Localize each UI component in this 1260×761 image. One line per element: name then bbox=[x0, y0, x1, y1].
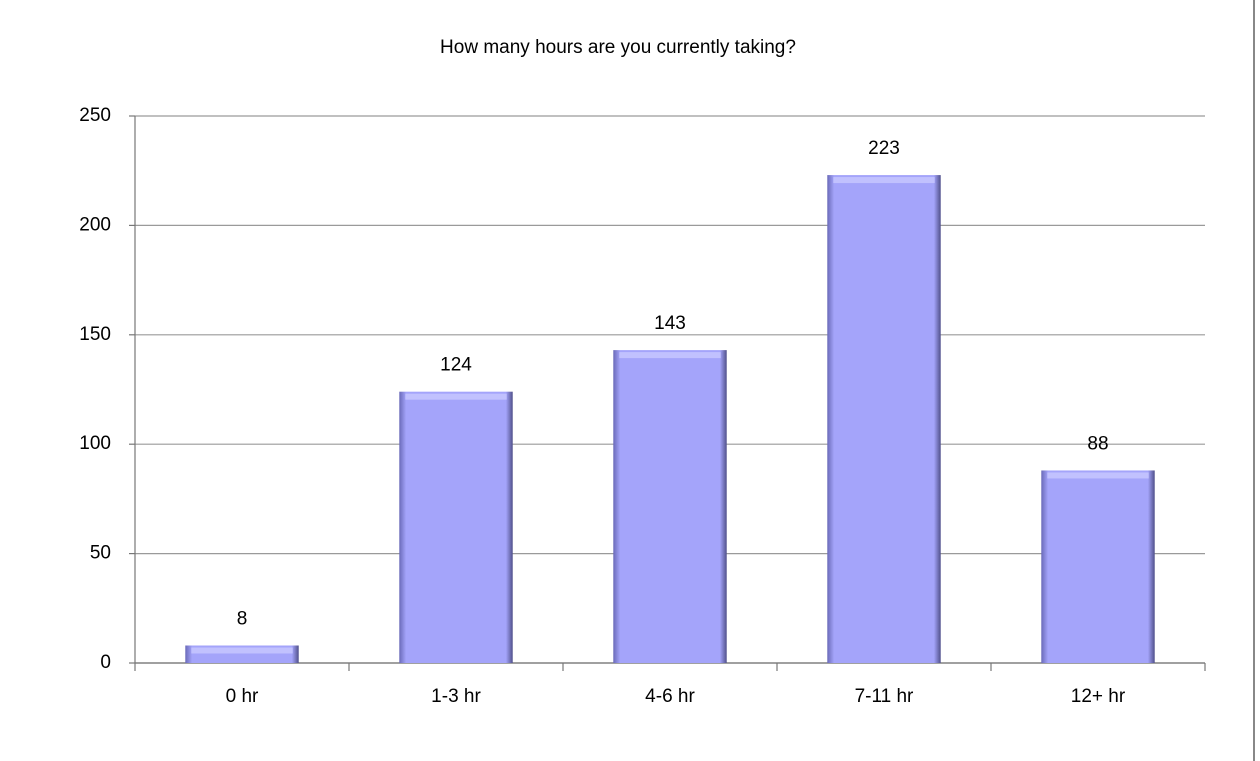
data-label: 223 bbox=[868, 138, 900, 159]
bar bbox=[399, 391, 513, 663]
y-tick-label: 100 bbox=[79, 433, 111, 454]
x-tick-label: 0 hr bbox=[226, 686, 259, 707]
y-tick-label: 250 bbox=[79, 105, 111, 126]
x-tick-label: 4-6 hr bbox=[645, 686, 695, 707]
data-label: 8 bbox=[237, 609, 248, 630]
data-label: 124 bbox=[440, 355, 472, 376]
bar bbox=[613, 350, 727, 663]
bar bbox=[1041, 470, 1155, 663]
chart-title: How many hours are you currently taking? bbox=[440, 37, 796, 58]
bar-bevel bbox=[833, 177, 935, 184]
bar bbox=[827, 175, 941, 664]
y-tick-label: 0 bbox=[100, 652, 111, 673]
bar-bevel bbox=[619, 352, 721, 359]
y-tick-label: 200 bbox=[79, 214, 111, 235]
y-tick-label: 150 bbox=[79, 324, 111, 345]
x-tick-label: 12+ hr bbox=[1071, 686, 1126, 707]
data-label: 88 bbox=[1087, 433, 1108, 454]
x-tick-label: 1-3 hr bbox=[431, 686, 481, 707]
x-tick-label: 7-11 hr bbox=[855, 686, 914, 707]
bar-bevel bbox=[191, 647, 293, 654]
data-label: 143 bbox=[654, 313, 686, 334]
bar-bevel bbox=[405, 393, 507, 400]
y-tick-label: 50 bbox=[90, 543, 111, 564]
bar-bevel bbox=[1047, 472, 1149, 479]
